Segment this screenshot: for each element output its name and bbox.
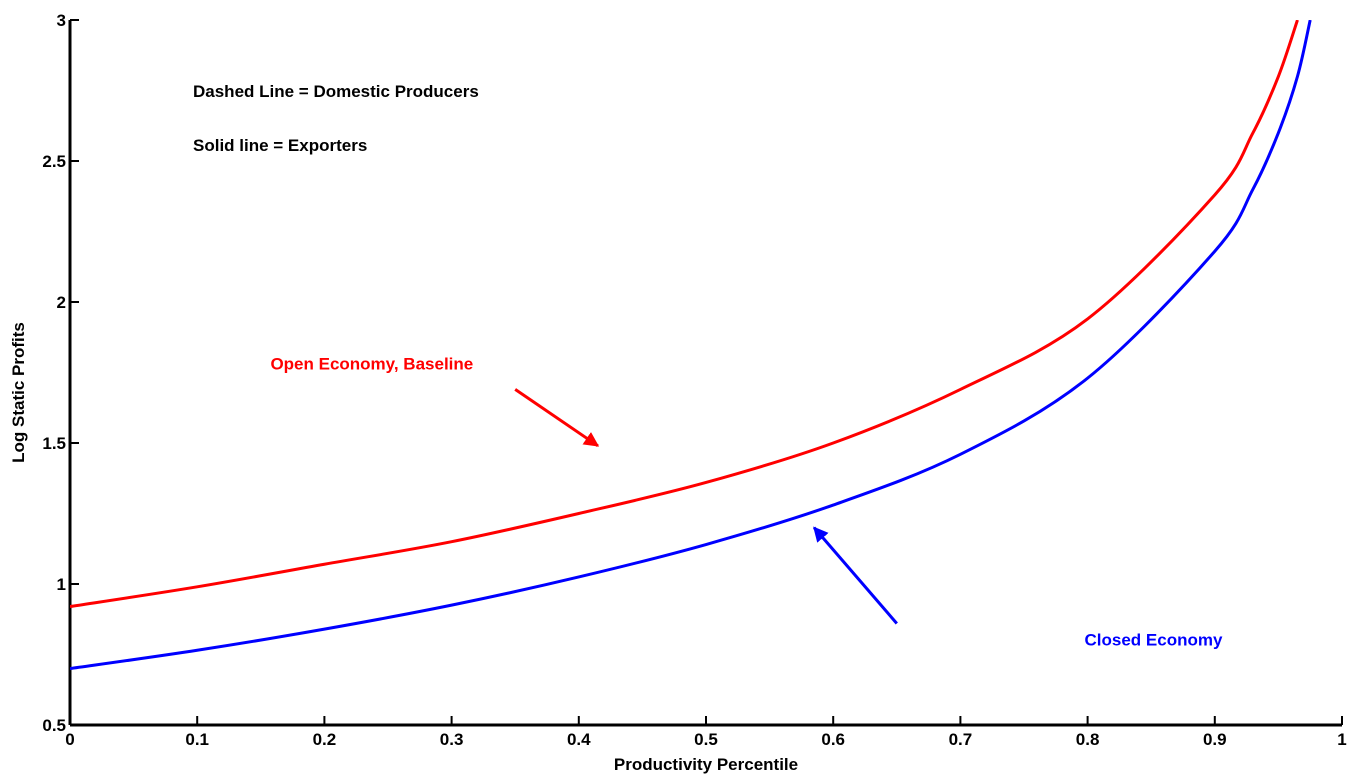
y-tick-label: 1.5 xyxy=(42,434,66,453)
annotation-layer: Open Economy, Baseline Closed Economy xyxy=(270,354,1223,649)
y-tick-label: 0.5 xyxy=(42,716,66,735)
x-tick-label: 0.3 xyxy=(440,730,464,749)
y-axis-ticks: 0.5 1 1.5 2 2.5 3 xyxy=(42,11,79,735)
plot-area xyxy=(68,20,1342,727)
x-tick-label: 0.6 xyxy=(821,730,845,749)
x-tick-label: 0.1 xyxy=(185,730,209,749)
x-tick-label: 0.4 xyxy=(567,730,591,749)
y-tick-label: 3 xyxy=(57,11,66,30)
x-axis-ticks: 0 0.1 0.2 0.3 0.4 0.5 0.6 0.7 0.8 0.9 1 xyxy=(65,716,1347,749)
annotation-arrow-open-economy xyxy=(514,388,600,448)
y-axis-label: Log Static Profits xyxy=(9,322,28,463)
series-line-closed-economy xyxy=(70,20,1312,671)
legend-note-solid: Solid line = Exporters xyxy=(193,136,367,155)
y-tick-label: 2.5 xyxy=(42,152,66,171)
series-line-open-economy xyxy=(70,20,1299,609)
y-tick-label: 1 xyxy=(57,575,66,594)
legend-note-dashed: Dashed Line = Domestic Producers xyxy=(193,82,479,101)
x-tick-label: 0.2 xyxy=(313,730,337,749)
x-tick-label: 0.7 xyxy=(949,730,973,749)
x-axis-label: Productivity Percentile xyxy=(614,755,798,774)
x-tick-label: 0 xyxy=(65,730,74,749)
x-tick-label: 1 xyxy=(1337,730,1346,749)
y-tick-label: 2 xyxy=(57,293,66,312)
annotation-arrow-closed-economy xyxy=(812,526,898,625)
x-tick-label: 0.9 xyxy=(1203,730,1227,749)
x-tick-label: 0.5 xyxy=(694,730,718,749)
annotation-open-economy: Open Economy, Baseline xyxy=(270,354,473,373)
series-layer xyxy=(70,20,1312,671)
x-tick-label: 0.8 xyxy=(1076,730,1100,749)
annotation-closed-economy: Closed Economy xyxy=(1085,631,1223,650)
